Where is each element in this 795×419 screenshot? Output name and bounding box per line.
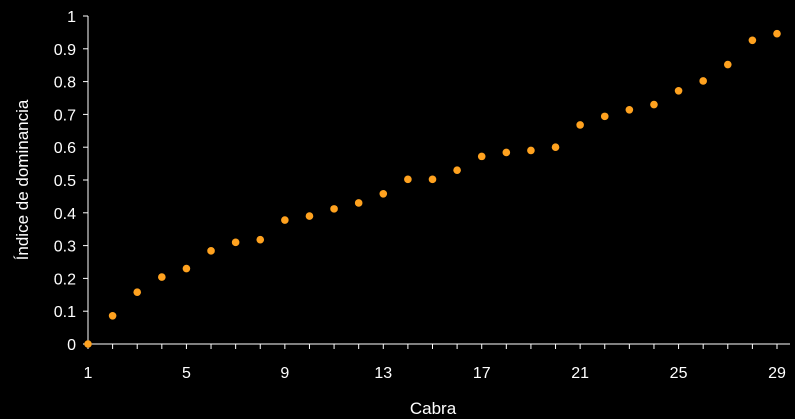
y-tick-label: 0.6	[54, 140, 76, 157]
data-point	[281, 216, 289, 224]
data-point	[650, 100, 658, 109]
data-point	[576, 121, 584, 129]
data-point	[182, 264, 191, 273]
data-point	[305, 212, 314, 220]
data-points	[84, 29, 781, 348]
x-tick-label: 17	[473, 365, 491, 382]
data-point	[354, 199, 363, 207]
x-tick-label: 1	[84, 365, 93, 382]
data-point	[551, 143, 560, 151]
data-point	[527, 146, 535, 155]
data-point	[158, 273, 166, 281]
y-tick-label: 0.9	[54, 42, 76, 59]
data-point	[379, 189, 388, 198]
y-tick-label: 0.2	[54, 271, 76, 288]
axes	[87, 16, 790, 345]
data-point	[723, 60, 732, 69]
y-tick-label: 0	[67, 337, 76, 354]
x-tick-label: 13	[374, 365, 392, 382]
data-point	[600, 112, 609, 121]
data-point	[133, 288, 142, 296]
y-tick-label: 1	[67, 9, 76, 26]
data-point	[404, 175, 412, 184]
x-tick-label: 25	[670, 365, 688, 382]
data-point	[773, 29, 781, 38]
y-axis-ticks: 0 0.1 0.2 0.3 0.4 0.5 0.6 0.7 0.8 0.9 1	[54, 9, 88, 354]
x-tick-label: 5	[182, 365, 191, 382]
y-tick-label: 0.3	[54, 239, 76, 256]
data-point	[625, 106, 634, 114]
data-point	[231, 238, 240, 247]
y-axis-title: Índice de dominancia	[13, 99, 32, 260]
data-point	[477, 152, 486, 161]
data-point	[428, 175, 437, 184]
x-tick-label: 29	[768, 365, 786, 382]
data-point	[699, 77, 707, 85]
x-axis-ticks: 1 5 9 13 17 21 25 29	[84, 344, 786, 382]
data-point	[502, 148, 511, 157]
y-tick-label: 0.7	[54, 107, 76, 124]
data-point	[84, 340, 92, 348]
x-tick-label: 21	[571, 365, 589, 382]
x-tick-label: 9	[280, 365, 289, 382]
data-point	[108, 311, 117, 320]
y-tick-label: 0.4	[54, 206, 76, 223]
data-point	[256, 235, 265, 244]
data-point	[207, 247, 215, 255]
y-tick-label: 0.5	[54, 173, 76, 190]
y-tick-label: 0.8	[54, 75, 76, 92]
data-point	[330, 205, 338, 213]
data-point	[453, 166, 461, 174]
data-point	[748, 36, 757, 45]
y-tick-label: 0.1	[54, 304, 76, 321]
x-axis-title: Cabra	[410, 399, 457, 418]
data-point	[674, 86, 683, 95]
